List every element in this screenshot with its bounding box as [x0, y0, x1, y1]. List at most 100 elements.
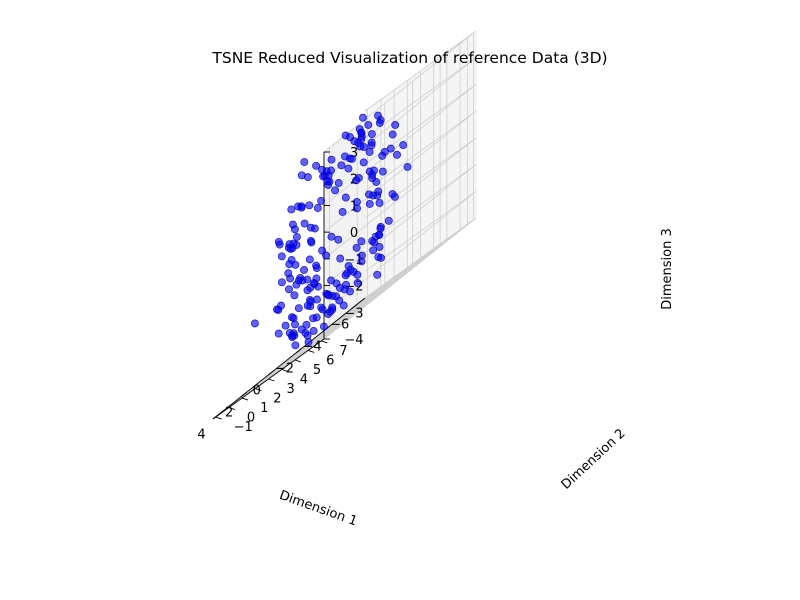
data-point — [353, 278, 362, 287]
z-tick-label: 0 — [350, 226, 358, 241]
data-point — [290, 291, 299, 300]
z-grid-line — [323, 57, 477, 180]
data-point — [365, 190, 373, 199]
data-point — [309, 314, 318, 323]
data-point — [337, 161, 346, 170]
data-point — [341, 193, 350, 202]
data-point — [374, 111, 382, 120]
data-point — [357, 251, 366, 260]
data-point — [313, 204, 322, 212]
y-tick-mark — [241, 397, 249, 401]
data-point — [367, 130, 376, 139]
data-point — [370, 166, 378, 175]
x-tick-mark — [268, 370, 275, 375]
data-point — [374, 253, 383, 262]
y-axis-label: Dimension 2 — [559, 426, 629, 493]
data-point — [305, 201, 314, 210]
data-point — [306, 223, 315, 232]
chart-title: TSNE Reduced Visualization of reference … — [211, 49, 607, 67]
data-point — [391, 120, 400, 129]
z-tick-label: −4 — [344, 333, 363, 348]
x-tick-label: 2 — [225, 406, 233, 421]
data-point — [304, 338, 313, 347]
x-axis-line — [212, 297, 366, 420]
data-point — [372, 178, 381, 186]
data-point — [374, 187, 383, 196]
data-point — [297, 325, 306, 334]
data-point — [285, 260, 294, 269]
y-tick-label: 2 — [273, 392, 281, 407]
data-point — [357, 128, 366, 137]
z-grid-line — [323, 217, 477, 340]
data-point — [292, 233, 301, 241]
data-point — [306, 297, 315, 306]
data-point — [364, 120, 373, 129]
x-tick-label: −2 — [275, 362, 294, 377]
data-point — [338, 207, 347, 216]
data-point — [386, 144, 395, 153]
y-tick-label: 7 — [339, 344, 347, 359]
data-point — [294, 304, 303, 313]
data-point — [273, 305, 281, 314]
data-point — [317, 196, 326, 205]
data-point — [312, 261, 321, 270]
y-tick-label: 4 — [300, 372, 308, 387]
data-point — [403, 162, 412, 171]
z-grid-line — [323, 30, 477, 153]
data-point — [332, 292, 340, 301]
data-point — [312, 161, 321, 170]
data-point — [324, 291, 333, 300]
data-point — [375, 243, 384, 251]
z-grid-line — [323, 137, 477, 260]
data-point — [370, 238, 379, 247]
x-tick-mark — [296, 348, 302, 353]
data-point — [331, 186, 340, 195]
data-point — [297, 203, 306, 212]
data-point — [373, 270, 382, 279]
data-point — [388, 130, 397, 139]
data-point — [300, 219, 309, 228]
data-point — [384, 216, 393, 225]
y-tick-label: 1 — [260, 401, 268, 416]
y-tick-mark — [215, 416, 222, 420]
data-point — [341, 271, 350, 280]
data-point — [281, 321, 290, 330]
data-point — [288, 333, 297, 342]
y-tick-mark — [255, 388, 262, 391]
data-point — [365, 147, 374, 156]
data-point — [287, 205, 296, 214]
data-point — [334, 235, 343, 244]
z-tick-label: −3 — [344, 306, 363, 321]
x-tick-label: 0 — [253, 384, 261, 399]
data-point — [285, 240, 294, 249]
x-tick-label: 4 — [197, 428, 205, 443]
data-point — [375, 230, 384, 239]
data-points — [250, 111, 412, 350]
data-point — [359, 113, 367, 122]
data-point — [378, 151, 387, 160]
data-point — [367, 141, 376, 150]
data-point — [352, 176, 361, 185]
data-point — [344, 164, 353, 173]
data-point — [365, 199, 374, 208]
data-point — [353, 204, 361, 213]
y-tick-label: 5 — [313, 363, 321, 378]
data-point — [399, 141, 408, 150]
z-grid-line — [323, 84, 477, 206]
data-point — [305, 255, 314, 264]
data-point — [319, 322, 328, 331]
data-point — [277, 278, 286, 287]
data-point — [291, 320, 299, 329]
data-point — [345, 154, 354, 163]
data-point — [357, 237, 366, 246]
y-tick-label: 3 — [287, 382, 295, 397]
data-point — [335, 284, 344, 292]
data-point — [359, 158, 368, 167]
data-point — [297, 171, 306, 180]
z-tick-label: 3 — [350, 146, 358, 161]
y-tick-mark — [294, 359, 302, 363]
data-point — [326, 307, 335, 316]
data-point — [250, 319, 259, 328]
data-point — [303, 286, 312, 295]
